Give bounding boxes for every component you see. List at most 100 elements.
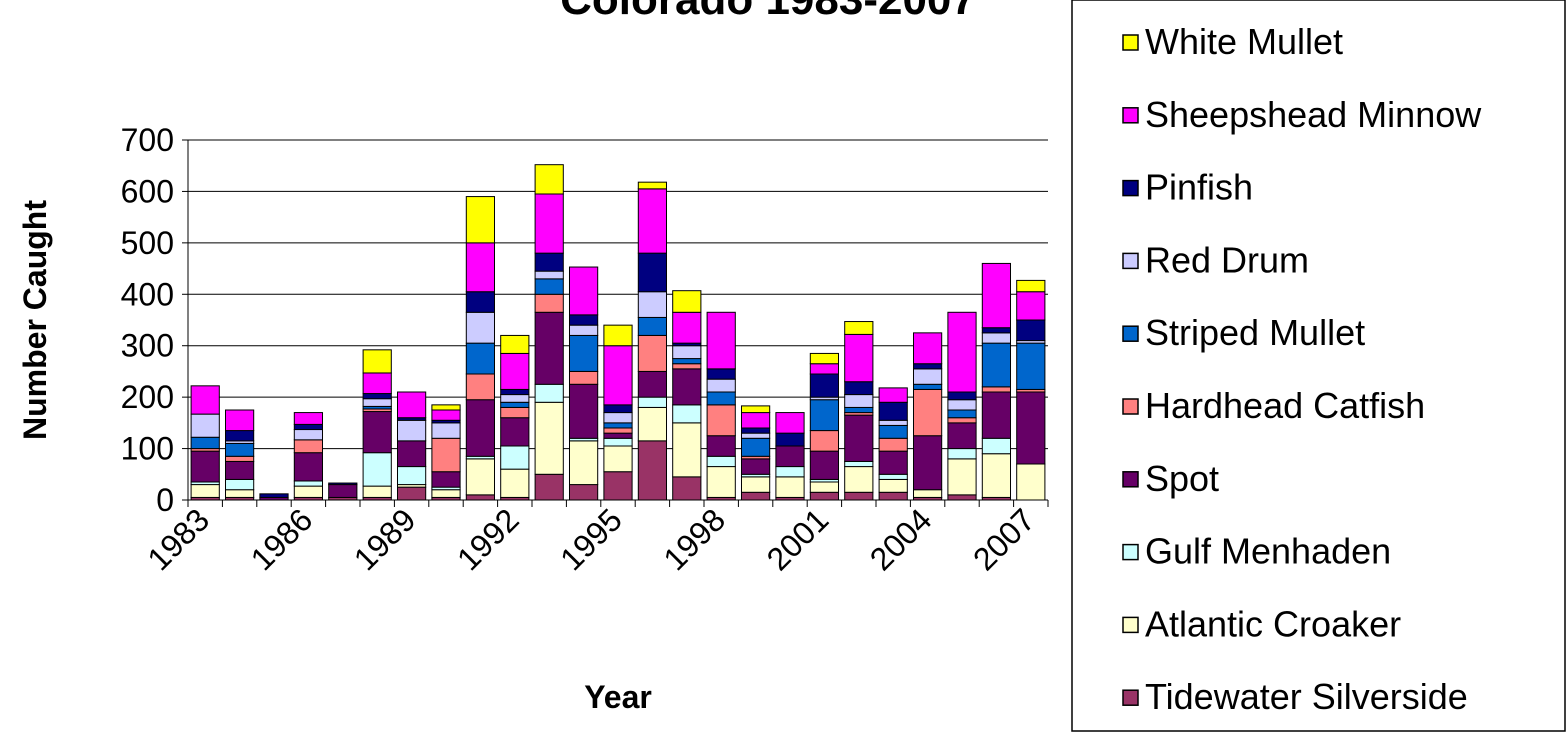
bar-segment	[672, 404, 702, 424]
bar-segment	[672, 476, 702, 501]
bar-segment	[500, 468, 530, 498]
bar-segment	[981, 453, 1012, 498]
bar-segment	[568, 334, 599, 372]
bar-segment	[362, 452, 392, 487]
bar-segment	[534, 252, 564, 272]
bar-segment	[912, 332, 943, 365]
bar-segment	[603, 412, 633, 424]
bar-segment	[706, 466, 736, 498]
bar-segment	[465, 196, 496, 244]
bar-segment	[190, 450, 220, 483]
legend-swatch	[1122, 543, 1139, 561]
bar-segment	[878, 473, 908, 480]
y-tick-label: 100	[121, 431, 174, 467]
x-tick-label: 2004	[863, 501, 939, 577]
bar-segment	[947, 399, 977, 411]
bar-segment	[844, 414, 874, 462]
legend-label: Pinfish	[1145, 167, 1253, 208]
bar-segment	[706, 378, 736, 393]
y-tick-label: 0	[156, 482, 174, 518]
bar-segment	[912, 435, 943, 491]
bar-segment	[981, 262, 1012, 329]
bar-segment	[431, 409, 461, 421]
y-axis-label: Number Caught	[17, 200, 53, 440]
bar-segment	[224, 478, 255, 491]
bar-segment	[947, 458, 977, 496]
bar-segment	[500, 406, 530, 419]
bar-segment	[603, 432, 633, 439]
legend-label: Hardhead Catfish	[1145, 385, 1425, 426]
bar-segment	[465, 342, 496, 375]
bar-segment	[293, 480, 324, 487]
bar-segment	[362, 349, 392, 374]
bar-segment	[706, 435, 736, 457]
bar-segment	[775, 432, 805, 447]
bar-segment	[912, 363, 943, 370]
bar-segment	[672, 311, 702, 344]
bar-segment	[637, 406, 668, 442]
bar-segment	[947, 422, 977, 450]
bar-segment	[637, 181, 668, 190]
bar-segment	[706, 404, 736, 437]
bar-segment	[1016, 279, 1046, 293]
bar-segment	[465, 373, 496, 401]
bar-segment	[500, 334, 530, 354]
bar-segment	[1016, 342, 1046, 390]
bar-segment	[465, 494, 496, 501]
legend-swatch	[1122, 616, 1139, 634]
bar-segment	[878, 401, 908, 421]
legend-swatch	[1122, 252, 1139, 270]
bar-segment	[809, 399, 840, 432]
bar-segment	[293, 429, 324, 441]
bar-segment	[809, 352, 840, 365]
bar-segment	[603, 427, 633, 434]
bar-segment	[809, 373, 840, 398]
bar-segment	[809, 481, 840, 493]
y-tick-label: 700	[121, 122, 174, 158]
bar-segment	[224, 430, 255, 442]
bar-segment	[775, 476, 805, 498]
bar-segment	[1016, 291, 1046, 321]
bar-segment	[190, 484, 220, 498]
bar-segment	[981, 391, 1012, 439]
bar-segment	[878, 387, 908, 403]
bar-segment	[844, 406, 874, 414]
legend-label: Red Drum	[1145, 239, 1309, 280]
bar-segment	[775, 466, 805, 478]
bar-segment	[637, 396, 668, 408]
bar-segment	[947, 311, 977, 393]
bar-segment	[431, 471, 461, 488]
bar-segment	[912, 368, 943, 385]
bar-segment	[568, 440, 599, 486]
bar-segment	[190, 385, 220, 415]
bar-segment	[431, 437, 461, 473]
bar-segment	[362, 485, 392, 498]
x-tick-label: 1995	[553, 501, 629, 577]
bar-segment	[534, 383, 564, 403]
bar-segment	[981, 332, 1012, 344]
bar-segment	[224, 489, 255, 498]
bar-segment	[740, 476, 771, 493]
bar-segment	[981, 327, 1012, 334]
y-tick-label: 600	[121, 173, 174, 209]
bar-segment	[293, 485, 324, 498]
bar-segment	[500, 394, 530, 403]
bar-segment	[637, 334, 668, 372]
bar-segment	[190, 436, 220, 450]
bar-segment	[568, 266, 599, 316]
bar-segment	[362, 372, 392, 395]
x-axis-label: Year	[584, 679, 652, 715]
bar-segment	[224, 455, 255, 462]
bar-segment	[947, 494, 977, 501]
bar-segment	[844, 394, 874, 408]
legend-swatch	[1122, 398, 1139, 415]
x-tick-label: 1983	[140, 501, 216, 577]
bar-segment	[396, 419, 427, 442]
legend-label: White Mullet	[1145, 21, 1343, 62]
x-tick-label: 1992	[450, 501, 526, 577]
bar-segment	[706, 368, 736, 380]
legend-swatch	[1122, 471, 1139, 488]
bar-segment	[1016, 391, 1046, 465]
legend-swatch	[1122, 325, 1139, 342]
x-tick-label: 1986	[244, 501, 320, 577]
